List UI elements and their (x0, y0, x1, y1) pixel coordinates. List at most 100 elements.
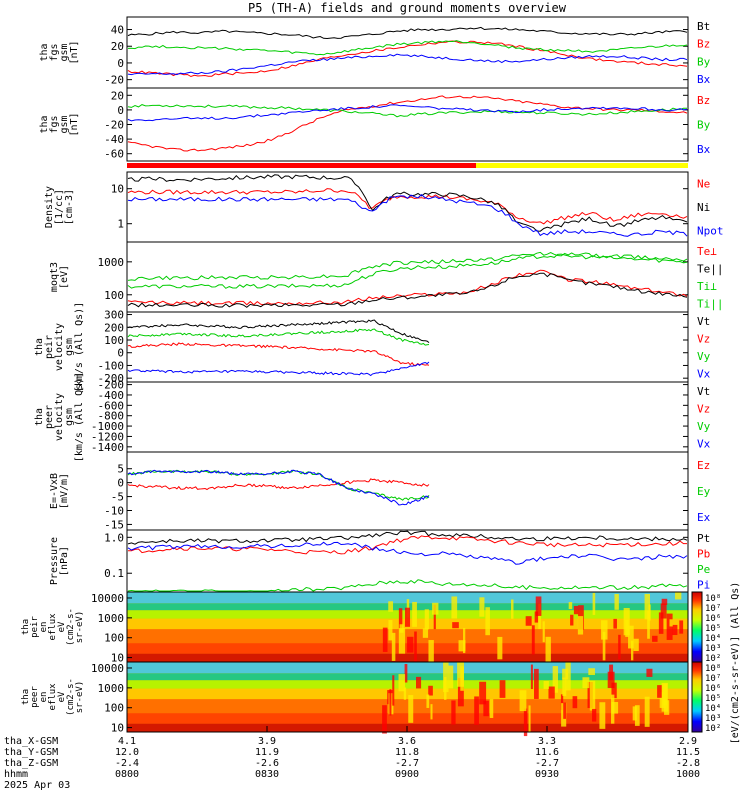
colorbar-tick-label: 10⁸ (705, 664, 721, 674)
y-axis-label: eV (57, 621, 67, 632)
legend-entry: Bz (697, 94, 710, 107)
y-tick-label: -10 (104, 505, 124, 518)
y-axis-label: peer (30, 686, 40, 708)
legend-entry: Ti⊥ (697, 280, 717, 293)
panel-frame (126, 381, 689, 453)
panel-density: 10 1 Density [1/cc] [cm-3] Ne Ni Npot (44, 171, 724, 243)
colorbar-tick-label: 10⁴ (705, 634, 721, 644)
series-group-pressure (127, 530, 688, 592)
series-Bx (127, 104, 688, 122)
spectrogram-cell (647, 610, 650, 639)
spectrogram-cell (592, 592, 596, 615)
series-By (127, 104, 687, 118)
spectrogram-cell (630, 640, 634, 661)
panel-fgs-gsm: 40 20 0 -20 tha fgs gsm [nT] Bt Bz By Bx (39, 16, 711, 89)
y-tick-label: -100 (98, 359, 125, 372)
legend-entry: Bz (697, 38, 710, 51)
y-axis-label: (cm2-s- (66, 608, 76, 646)
spectrogram-cell (543, 680, 549, 689)
y-tick-label: 20 (111, 40, 124, 53)
y-tick-label: 1000 (98, 682, 125, 695)
y-axis-label: gsm (59, 43, 70, 61)
spectrogram-cell (497, 636, 503, 660)
y-axis-label: eV (57, 691, 67, 702)
figure-title: P5 (TH-A) fields and ground moments over… (248, 1, 567, 15)
y-tick-label: 1000 (98, 256, 125, 269)
y-tick-label: 10 (111, 722, 124, 735)
x-tick-label: 2.9 (679, 736, 697, 747)
legend-entry: Pi (697, 578, 710, 591)
y-axis-label: [nPa] (59, 546, 70, 576)
x-tick-label: 3.3 (538, 736, 556, 747)
y-tick-label: -1000 (91, 420, 124, 433)
legend-entry: Ne (697, 178, 710, 191)
date-label: 2025 Apr 03 (4, 780, 70, 791)
spectrogram-cell (403, 687, 407, 700)
spectrogram-cell (535, 596, 542, 616)
spectrogram-cell (592, 708, 597, 722)
spectrogram-cell (632, 706, 637, 721)
x-tick-label: 11.6 (535, 747, 559, 758)
colorbar-label: [eV/(cm2-s-sr-eV)] (All Qs) (730, 582, 741, 745)
spectrogram-cell (599, 702, 606, 729)
x-tick-label: 0930 (535, 769, 559, 780)
series-Bz (127, 40, 688, 78)
spectrogram-cell (588, 668, 595, 676)
y-axis-label: eflux (48, 613, 58, 641)
colorbar-tick-label: 10⁸ (705, 594, 721, 604)
series-Ey (127, 469, 430, 501)
x-tick-label: 0830 (255, 769, 279, 780)
y-axis-label: [nT] (69, 40, 80, 64)
panel-pressure: 1.0 0.1 Pressure [nPa] Pt Pb Pe Pi (49, 529, 710, 593)
legend-entry: Ez (697, 459, 710, 472)
legend-entry: Vz (697, 332, 710, 345)
spectrogram-cell (398, 628, 406, 654)
colorbar-tick-label: 10⁶ (705, 684, 721, 694)
y-tick-label: -1400 (91, 441, 124, 454)
series-Pt (127, 530, 688, 545)
y-axis-label: velocity (54, 393, 65, 441)
colorbar-tick-label: 10² (705, 724, 721, 734)
spectrogram-cell (563, 702, 567, 719)
spectrogram-cell (448, 665, 454, 689)
spectrogram-cell (644, 593, 650, 620)
spectrogram-cell (485, 607, 490, 636)
y-axis-label: [km/s (All Qs)] (74, 302, 85, 392)
spectrogram-cell (611, 694, 615, 724)
spectrogram-cell (499, 680, 506, 698)
spectrogram-peir-spec: 10000 1000 100 10 tha peir en eflux eV (cm2-s-sr-… (21, 591, 689, 665)
spectrogram-cell (675, 592, 682, 600)
spectrogram-cell (601, 620, 608, 640)
x-row-label: tha_Z-GSM (4, 758, 58, 769)
y-tick-label: -60 (104, 148, 124, 161)
spectrogram-cell (458, 640, 466, 652)
spectrogram-cell (659, 692, 666, 708)
spectrogram-cell (523, 708, 528, 737)
spectrogram-cell (382, 705, 387, 734)
series-Pe (127, 579, 688, 592)
y-axis-label: eflux (48, 683, 58, 711)
y-axis-label: en (39, 622, 49, 633)
series-Vy (127, 328, 430, 346)
y-axis-label: sr-eV) (75, 681, 85, 714)
y-tick-label: 40 (111, 24, 124, 37)
spectrogram-band (127, 653, 688, 662)
y-tick-label: 1000 (98, 612, 125, 625)
legend-entry: Pt (697, 532, 710, 545)
y-axis-label: E=-VxB (49, 473, 60, 509)
series-Bt (127, 26, 688, 40)
y-axis-label: [mV/m] (59, 473, 70, 509)
spectrogram-cell (568, 602, 573, 610)
y-tick-label: -200 (98, 379, 125, 392)
spectrogram-cell (398, 674, 406, 692)
panel-frame (126, 87, 689, 162)
colorbar-tick-label: 10⁵ (705, 624, 721, 634)
spectrogram-cell (582, 677, 590, 689)
spectrogram-cell (479, 597, 485, 617)
y-tick-label: 100 (104, 289, 124, 302)
y-axis-label: peir (30, 616, 40, 638)
y-tick-label: 1 (117, 218, 124, 231)
y-axis-label: tha (39, 115, 50, 133)
spectrogram-cell (562, 677, 567, 696)
